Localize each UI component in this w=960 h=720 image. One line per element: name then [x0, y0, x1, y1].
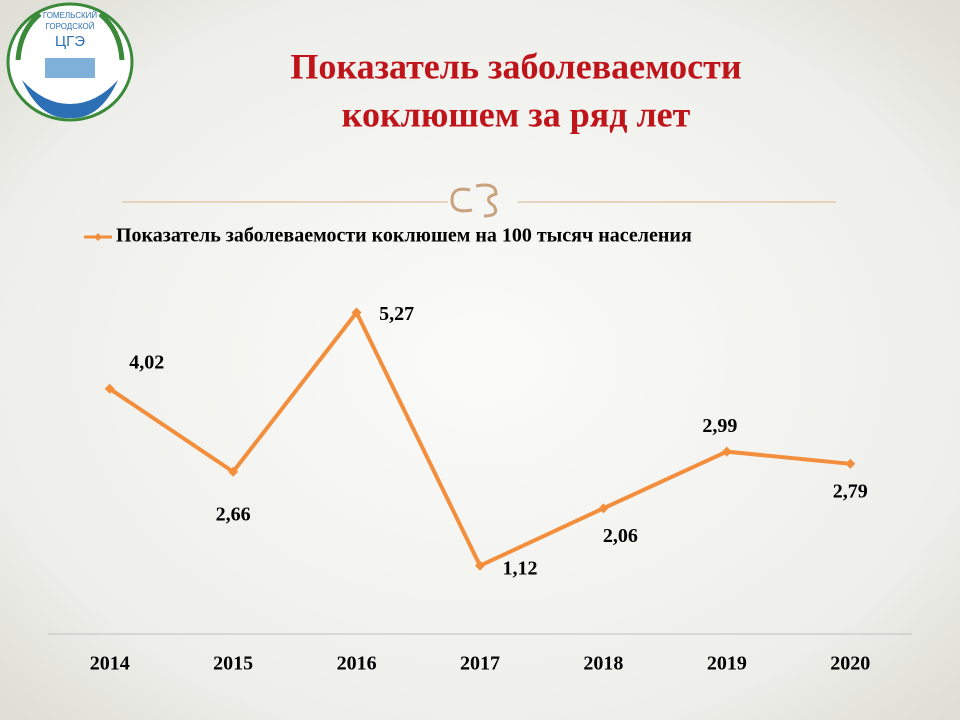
title: Показатель заболеваемости	[290, 46, 741, 86]
data-point	[228, 466, 239, 477]
x-tick-label: 2020	[830, 653, 870, 675]
plot-area: 2014 2015 2016 2017 2018 2019 2020 4,02 2,66 5,27…	[48, 303, 912, 675]
data-label: 2,99	[702, 415, 737, 437]
logo-text: ЦГЭ	[55, 33, 85, 50]
divider	[122, 183, 836, 218]
data-point	[351, 307, 362, 318]
data-point	[475, 560, 485, 571]
logo-text: ГОМЕЛЬСКИЙ	[43, 11, 98, 20]
data-label: 4,02	[129, 351, 164, 373]
data-point	[845, 458, 856, 469]
x-tick-label: 2018	[583, 653, 623, 675]
logo-text: ГОРОДСКОЙ	[45, 22, 94, 31]
x-tick-label: 2015	[213, 653, 253, 675]
x-tick-label: 2019	[707, 653, 747, 675]
data-label: 5,27	[379, 303, 414, 325]
title: коклюшем за ряд лет	[342, 94, 691, 134]
x-tick-label: 2016	[337, 653, 377, 675]
data-label: 1,12	[503, 557, 538, 579]
legend-swatch	[94, 233, 102, 241]
logo-hands	[22, 80, 118, 119]
logo-building	[45, 58, 95, 78]
data-point	[598, 503, 609, 514]
legend-label: Показатель заболеваемости коклюшем на 10…	[116, 225, 692, 247]
data-point	[721, 446, 732, 457]
data-label: 2,06	[603, 525, 638, 547]
logo-wreath	[15, 12, 125, 61]
data-label: 2,66	[216, 503, 251, 525]
legend: Показатель заболеваемости коклюшем на 10…	[84, 225, 692, 247]
x-tick-label: 2017	[460, 653, 500, 675]
x-tick-label: 2014	[90, 653, 130, 675]
data-point	[104, 383, 115, 394]
logo: ГОМЕЛЬСКИЙ ГОРОДСКОЙ ЦГЭ	[6, 2, 134, 122]
data-label: 2,79	[833, 480, 868, 502]
